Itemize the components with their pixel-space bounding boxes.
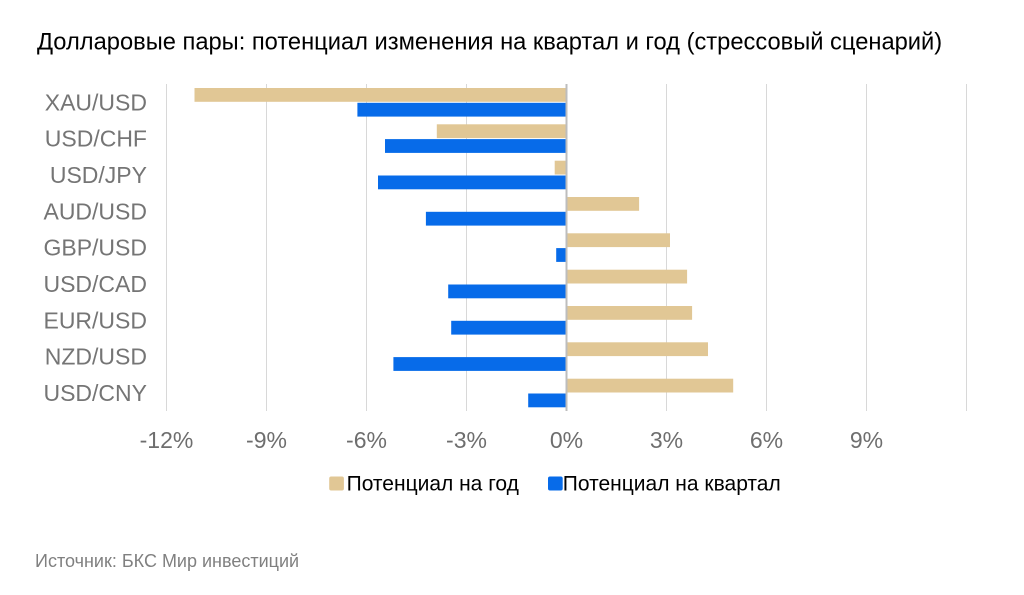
svg-text:XAU/USD: XAU/USD — [45, 89, 147, 115]
svg-text:Потенциал на год: Потенциал на год — [347, 473, 519, 496]
svg-text:GBP/USD: GBP/USD — [43, 235, 147, 261]
svg-text:EUR/USD: EUR/USD — [43, 307, 147, 333]
svg-text:-9%: -9% — [246, 427, 287, 453]
svg-text:-6%: -6% — [346, 427, 387, 453]
svg-text:NZD/USD: NZD/USD — [45, 344, 147, 370]
svg-text:AUD/USD: AUD/USD — [43, 198, 147, 224]
svg-text:Потенциал на квартал: Потенциал на квартал — [563, 473, 781, 496]
svg-text:3%: 3% — [650, 427, 683, 453]
svg-text:9%: 9% — [850, 427, 883, 453]
svg-text:Долларовые пары: потенциал изм: Долларовые пары: потенциал изменения на … — [37, 30, 942, 56]
svg-text:-12%: -12% — [140, 427, 194, 453]
svg-text:USD/JPY: USD/JPY — [50, 162, 147, 188]
svg-text:USD/CNY: USD/CNY — [43, 380, 147, 406]
svg-text:Источник: БКС Мир инвестиций: Источник: БКС Мир инвестиций — [35, 551, 299, 571]
svg-text:-3%: -3% — [446, 427, 487, 453]
svg-text:0%: 0% — [550, 427, 583, 453]
svg-text:USD/CAD: USD/CAD — [43, 271, 147, 297]
svg-text:USD/CHF: USD/CHF — [45, 126, 147, 152]
svg-text:6%: 6% — [750, 427, 783, 453]
